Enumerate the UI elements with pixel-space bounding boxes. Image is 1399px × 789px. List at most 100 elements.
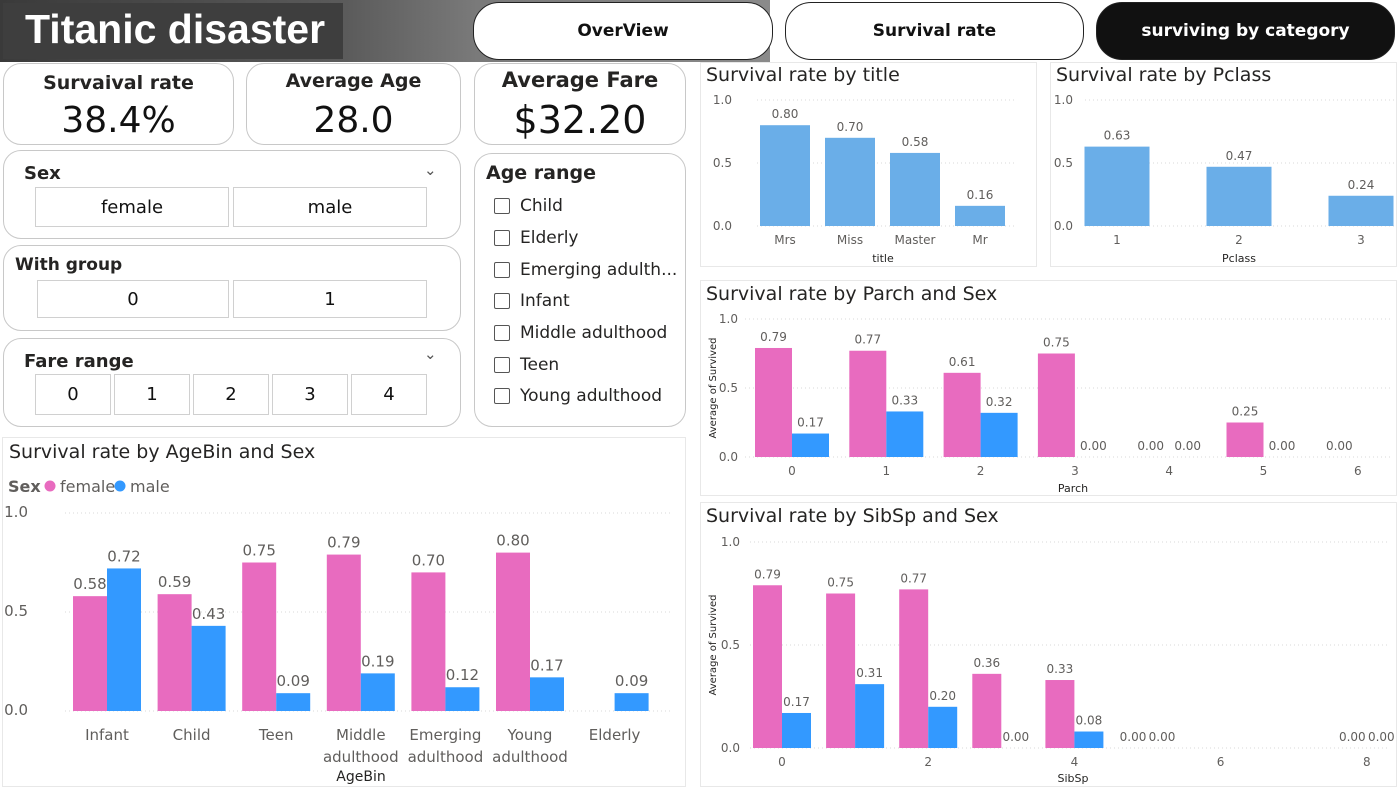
x-axis-title: Parch (1058, 482, 1088, 495)
y-tick-label: 1.0 (719, 312, 738, 326)
data-label: 0.72 (107, 547, 140, 565)
y-tick-label: 1.0 (713, 93, 732, 107)
bar-female (242, 562, 277, 711)
data-label: 0.33 (1047, 662, 1074, 676)
y-tick-label: 0.0 (713, 219, 732, 233)
group-option-0[interactable]: 0 (37, 280, 229, 318)
nav-surviving-by-category-button[interactable]: surviving by category (1096, 2, 1395, 60)
kpi-value: 38.4% (61, 100, 176, 141)
fare-option-0[interactable]: 0 (35, 374, 111, 415)
data-label: 0.33 (891, 393, 918, 407)
x-axis-title: AgeBin (336, 769, 385, 785)
bar-male (855, 684, 885, 748)
legend-title: Sex (8, 477, 41, 496)
age-option-emerging[interactable]: Emerging adulth... (494, 258, 677, 282)
data-label: 0.80 (496, 532, 529, 550)
legend-marker (114, 480, 126, 492)
x-tick-label: Miss (837, 233, 863, 247)
kpi-card-fare: Average Fare $32.20 (474, 63, 686, 145)
data-label: 0.00 (1120, 730, 1147, 744)
x-tick-label: Master (895, 233, 936, 247)
data-label: 0.77 (900, 571, 927, 585)
data-label: 0.80 (772, 107, 799, 121)
bar-male (191, 625, 226, 711)
bar-male (792, 433, 829, 457)
bar-value (1328, 195, 1394, 226)
chart-title: Survival rate by SibSp and Sex (706, 505, 999, 527)
nav-survival-rate-button[interactable]: Survival rate (785, 2, 1084, 60)
nav-overview-button[interactable]: OverView (473, 2, 773, 60)
data-label: 0.77 (854, 333, 881, 347)
data-label: 0.75 (242, 542, 275, 560)
data-label: 0.43 (192, 605, 225, 623)
fare-option-4[interactable]: 4 (351, 374, 427, 415)
y-tick-label: 0.5 (1054, 156, 1073, 170)
data-label: 0.24 (1348, 178, 1375, 192)
x-tick-label: 3 (1357, 233, 1365, 247)
data-label: 0.19 (361, 652, 394, 670)
x-tick-label: Emerging (409, 726, 481, 744)
x-tick-label: Mr (972, 233, 987, 247)
legend-marker (44, 480, 56, 492)
x-tick-label: 1 (882, 464, 890, 478)
fare-option-1[interactable]: 1 (114, 374, 190, 415)
data-label: 0.17 (783, 695, 810, 709)
checkbox[interactable] (494, 325, 510, 341)
fare-option-3[interactable]: 3 (272, 374, 348, 415)
y-tick-label: 1.0 (1054, 93, 1073, 107)
bar-male (107, 568, 141, 711)
x-tick-label: adulthood (323, 748, 399, 766)
data-label: 0.00 (1002, 730, 1029, 744)
x-tick-label: 6 (1354, 464, 1362, 478)
data-label: 0.25 (1232, 405, 1259, 419)
age-option-infant[interactable]: Infant (494, 289, 570, 313)
group-option-1[interactable]: 1 (233, 280, 427, 318)
x-tick-label: Middle (336, 726, 386, 744)
checkbox[interactable] (494, 388, 510, 404)
data-label: 0.75 (827, 576, 854, 590)
x-axis-title: title (872, 252, 894, 265)
checkbox[interactable] (494, 357, 510, 373)
age-option-young[interactable]: Young adulthood (494, 384, 662, 408)
chevron-down-icon[interactable]: ⌄ (424, 161, 437, 179)
option-label: Child (520, 196, 563, 216)
bar-value (1206, 166, 1272, 226)
chart-title: Survival rate by Parch and Sex (706, 283, 998, 305)
slicer-title: Age range (486, 162, 597, 184)
checkbox[interactable] (494, 293, 510, 309)
fare-option-2[interactable]: 2 (193, 374, 269, 415)
age-option-child[interactable]: Child (494, 194, 563, 218)
x-axis-title: SibSp (1058, 772, 1089, 785)
sex-option-female[interactable]: female (35, 187, 229, 227)
slicer-title: With group (15, 255, 123, 275)
chart-title: Survival rate by Pclass (1056, 64, 1272, 86)
checkbox[interactable] (494, 198, 510, 214)
y-tick-label: 0.5 (721, 638, 740, 652)
bar-female (411, 572, 446, 711)
y-axis-title: Average of Survived (708, 595, 719, 696)
data-label: 0.70 (412, 551, 445, 569)
sex-option-male[interactable]: male (233, 187, 427, 227)
data-label: 0.32 (986, 395, 1013, 409)
data-label: 0.17 (797, 416, 824, 430)
x-axis-title: Pclass (1222, 252, 1256, 265)
checkbox[interactable] (494, 262, 510, 278)
age-option-teen[interactable]: Teen (494, 353, 559, 377)
bar-male (928, 706, 958, 748)
data-label: 0.16 (967, 188, 994, 202)
data-label: 0.47 (1226, 149, 1253, 163)
data-label: 0.09 (615, 672, 648, 690)
checkbox[interactable] (494, 230, 510, 246)
bar-male (980, 412, 1018, 457)
bar-female (73, 596, 107, 711)
bar-value (890, 152, 940, 226)
data-label: 0.79 (754, 567, 781, 581)
legend-label: male (130, 477, 170, 496)
bar-female (899, 589, 929, 748)
bar-male (614, 693, 649, 711)
x-tick-label: Elderly (589, 726, 641, 744)
age-option-elderly[interactable]: Elderly (494, 226, 579, 250)
bar-male (445, 687, 480, 711)
chevron-down-icon[interactable]: ⌄ (424, 345, 437, 363)
age-option-middle[interactable]: Middle adulthood (494, 321, 667, 345)
